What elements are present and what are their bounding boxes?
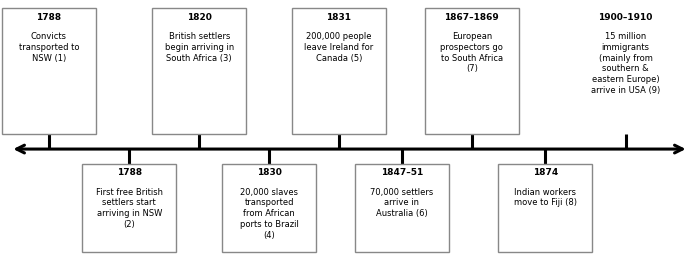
- FancyBboxPatch shape: [425, 8, 519, 134]
- FancyBboxPatch shape: [2, 8, 96, 134]
- FancyBboxPatch shape: [292, 8, 386, 134]
- FancyBboxPatch shape: [222, 164, 316, 252]
- Text: 1874: 1874: [533, 168, 558, 177]
- Text: Indian workers
move to Fiji (8): Indian workers move to Fiji (8): [514, 188, 577, 207]
- Text: European
prospectors go
to South Africa
(7): European prospectors go to South Africa …: [440, 32, 503, 74]
- FancyBboxPatch shape: [82, 164, 176, 252]
- Text: 1820: 1820: [187, 13, 212, 22]
- Text: 1788: 1788: [36, 13, 62, 22]
- FancyBboxPatch shape: [152, 8, 246, 134]
- Text: 15 million
immigrants
(mainly from
southern &
eastern Europe)
arrive in USA (9): 15 million immigrants (mainly from south…: [591, 32, 661, 95]
- Text: 70,000 settlers
arrive in
Australia (6): 70,000 settlers arrive in Australia (6): [370, 188, 433, 218]
- FancyBboxPatch shape: [498, 164, 593, 252]
- Text: 20,000 slaves
transported
from African
ports to Brazil
(4): 20,000 slaves transported from African p…: [240, 188, 298, 240]
- Text: British settlers
begin arriving in
South Africa (3): British settlers begin arriving in South…: [164, 32, 234, 63]
- Text: 1867–1869: 1867–1869: [445, 13, 499, 22]
- Text: First free British
settlers start
arriving in NSW
(2): First free British settlers start arrivi…: [96, 188, 163, 229]
- Text: 1900–1910: 1900–1910: [598, 13, 653, 22]
- Text: 200,000 people
leave Ireland for
Canada (5): 200,000 people leave Ireland for Canada …: [304, 32, 374, 63]
- Text: 1830: 1830: [257, 168, 282, 177]
- Text: 1847–51: 1847–51: [381, 168, 423, 177]
- FancyBboxPatch shape: [354, 164, 449, 252]
- Text: Convicts
transported to
NSW (1): Convicts transported to NSW (1): [19, 32, 79, 63]
- Text: 1788: 1788: [117, 168, 142, 177]
- Text: 1831: 1831: [326, 13, 352, 22]
